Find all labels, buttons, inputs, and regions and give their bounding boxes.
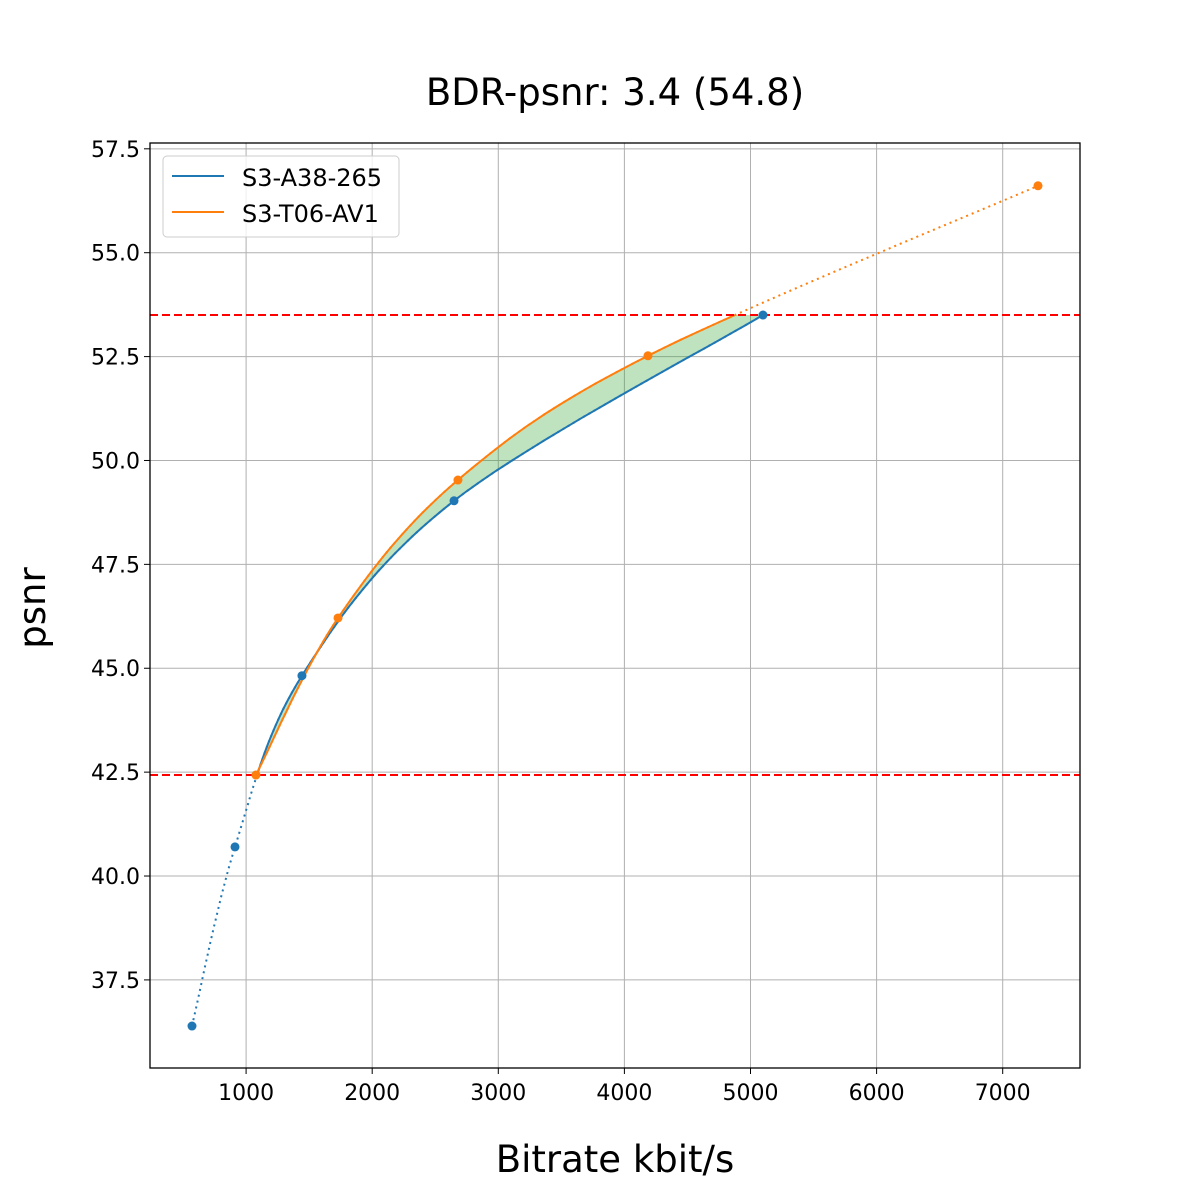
series-2-extrapolated-line (255, 184, 1039, 776)
series-1-point (230, 842, 240, 852)
plot-frame (149, 142, 1081, 1069)
series-2-line (255, 315, 738, 776)
bd-rate-area (255, 315, 763, 776)
x-tick-label: 6000 (849, 1081, 905, 1106)
legend-label-series-2: S3-T06-AV1 (242, 200, 379, 228)
series-1-point (758, 310, 768, 320)
chart-title: BDR-psnr: 3.4 (54.8) (426, 71, 804, 114)
y-tick-label: 42.5 (91, 761, 140, 786)
series-2-point (333, 613, 343, 623)
x-tick-label: 5000 (722, 1081, 778, 1106)
y-tick-label: 45.0 (91, 657, 140, 682)
y-tick-label: 40.0 (91, 865, 140, 890)
y-tick-label: 50.0 (91, 449, 140, 474)
x-tick-label: 2000 (344, 1081, 400, 1106)
y-axis-label: psnr (11, 567, 54, 649)
y-tick-label: 37.5 (91, 969, 140, 994)
y-tick-label: 57.5 (91, 138, 140, 163)
series-1-extrapolated-line (191, 314, 764, 1027)
series-2-point (251, 770, 261, 780)
x-axis-label: Bitrate kbit/s (496, 1138, 735, 1181)
legend: S3-A38-265 S3-T06-AV1 (162, 155, 400, 238)
legend-label-series-1: S3-A38-265 (242, 164, 382, 192)
x-tick-label: 4000 (596, 1081, 652, 1106)
y-tick-label: 47.5 (91, 553, 140, 578)
y-tick-label: 52.5 (91, 346, 140, 371)
series-2-point (1033, 181, 1043, 191)
series-1-line (255, 315, 764, 776)
series-1-point (297, 671, 307, 681)
series-2-point (453, 475, 463, 485)
series-1-point (187, 1021, 197, 1031)
series-1-point (449, 496, 459, 506)
x-tick-label: 7000 (975, 1081, 1031, 1106)
x-tick-label: 1000 (218, 1081, 274, 1106)
y-tick-label: 55.0 (91, 242, 140, 267)
x-tick-label: 3000 (470, 1081, 526, 1106)
series-2-point (643, 351, 653, 361)
